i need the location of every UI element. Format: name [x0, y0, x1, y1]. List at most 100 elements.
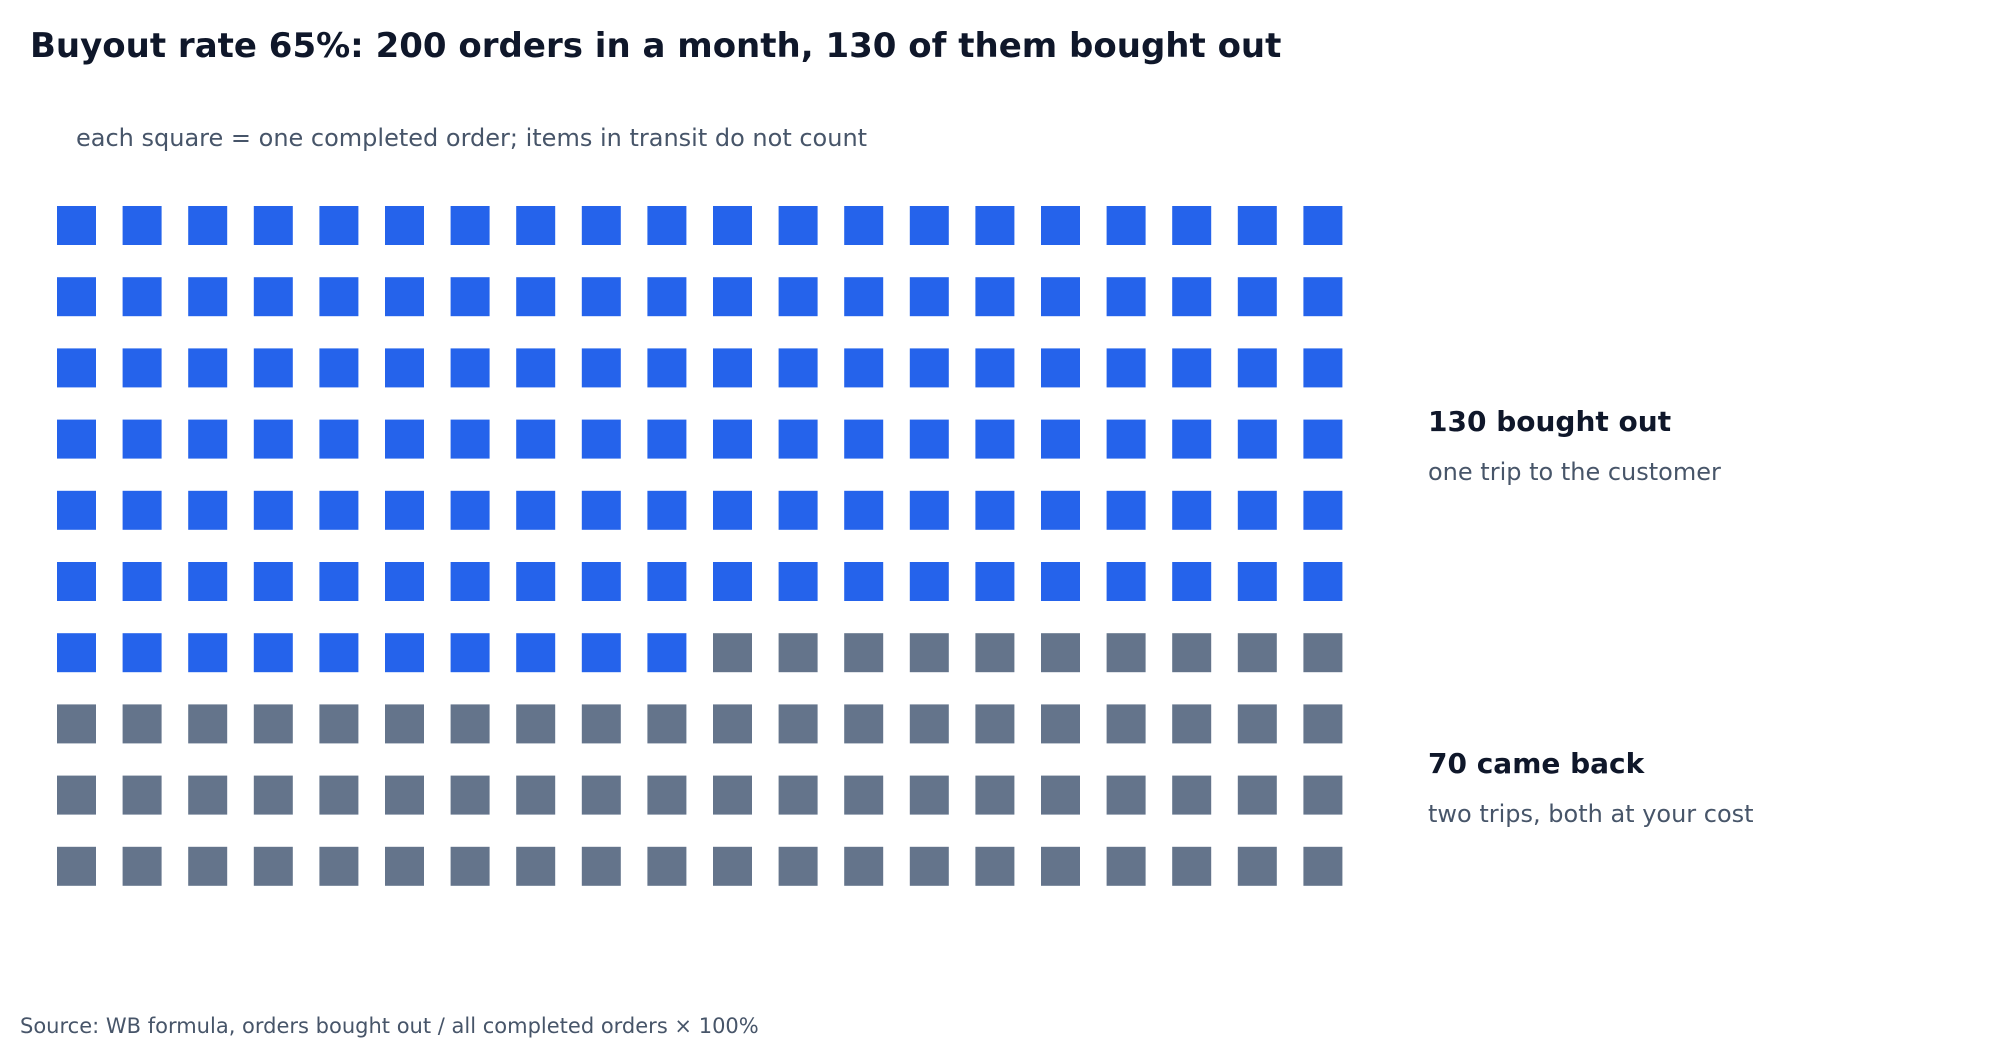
bought-out-square: [1041, 490, 1080, 530]
bought-out-square: [844, 419, 884, 459]
bought-out-square: [844, 206, 884, 245]
bought-out-square: [516, 206, 556, 245]
bought-out-square: [385, 419, 424, 459]
bought-out-square: [647, 562, 687, 601]
bought-out-square: [516, 490, 556, 530]
came-back-square: [385, 775, 424, 815]
bought-out-square: [581, 348, 621, 388]
bought-out-square: [909, 490, 949, 530]
bought-out-square: [385, 633, 424, 673]
bought-out-square: [975, 419, 1015, 459]
bought-out-square: [909, 419, 949, 459]
bought-out-square: [1041, 562, 1080, 601]
bought-out-square: [581, 419, 621, 459]
came-back-square: [844, 846, 884, 886]
bought-out-square: [778, 419, 818, 459]
came-back-square: [581, 704, 621, 744]
bought-out-square: [319, 490, 359, 530]
chart-source: Source: WB formula, orders bought out / …: [20, 1014, 759, 1038]
came-back-square: [1041, 846, 1080, 886]
bought-out-square: [253, 206, 293, 245]
came-back-square: [1041, 633, 1080, 673]
bought-out-square: [1106, 348, 1146, 388]
bought-out-label: 130 bought out: [1428, 405, 1671, 438]
came-back-square: [57, 775, 96, 815]
came-back-square: [778, 704, 818, 744]
bought-out-square: [1106, 206, 1146, 245]
bought-out-square: [319, 633, 359, 673]
bought-out-square: [778, 348, 818, 388]
bought-out-square: [713, 277, 752, 317]
bought-out-square: [1172, 277, 1212, 317]
bought-out-square: [450, 277, 490, 317]
bought-out-square: [778, 277, 818, 317]
bought-out-square: [57, 633, 96, 673]
came-back-square: [778, 775, 818, 815]
bought-out-square: [57, 490, 96, 530]
came-back-square: [253, 846, 293, 886]
came-back-square: [1237, 775, 1277, 815]
bought-out-square: [975, 206, 1015, 245]
bought-out-square: [319, 348, 359, 388]
bought-out-square: [253, 419, 293, 459]
bought-out-square: [778, 490, 818, 530]
came-back-note: two trips, both at your cost: [1428, 800, 1754, 828]
bought-out-square: [122, 490, 162, 530]
bought-out-square: [844, 277, 884, 317]
bought-out-square: [1237, 348, 1277, 388]
bought-out-square: [581, 562, 621, 601]
bought-out-square: [844, 562, 884, 601]
came-back-square: [713, 704, 752, 744]
came-back-square: [909, 775, 949, 815]
bought-out-square: [1303, 348, 1343, 388]
bought-out-square: [1106, 419, 1146, 459]
bought-out-square: [450, 633, 490, 673]
bought-out-square: [385, 490, 424, 530]
bought-out-square: [253, 633, 293, 673]
came-back-square: [713, 775, 752, 815]
came-back-square: [516, 846, 556, 886]
came-back-square: [975, 775, 1015, 815]
bought-out-square: [385, 348, 424, 388]
came-back-square: [1041, 704, 1080, 744]
bought-out-square: [713, 490, 752, 530]
bought-out-square: [450, 419, 490, 459]
came-back-square: [385, 704, 424, 744]
bought-out-square: [713, 348, 752, 388]
bought-out-square: [188, 419, 228, 459]
came-back-square: [844, 704, 884, 744]
came-back-square: [975, 846, 1015, 886]
bought-out-square: [450, 490, 490, 530]
came-back-square: [516, 775, 556, 815]
came-back-square: [1237, 846, 1277, 886]
bought-out-square: [319, 562, 359, 601]
bought-out-square: [188, 633, 228, 673]
came-back-square: [975, 633, 1015, 673]
bought-out-square: [1303, 562, 1343, 601]
bought-out-square: [1172, 206, 1212, 245]
came-back-square: [1106, 846, 1146, 886]
came-back-square: [1172, 775, 1212, 815]
bought-out-square: [1172, 348, 1212, 388]
bought-out-square: [909, 562, 949, 601]
came-back-square: [844, 633, 884, 673]
bought-out-square: [450, 348, 490, 388]
bought-out-square: [778, 206, 818, 245]
bought-out-square: [1172, 419, 1212, 459]
came-back-square: [1303, 846, 1343, 886]
bought-out-square: [57, 562, 96, 601]
came-back-square: [778, 633, 818, 673]
came-back-square: [975, 704, 1015, 744]
waffle-grid: [57, 206, 1343, 886]
came-back-square: [450, 704, 490, 744]
bought-out-square: [253, 562, 293, 601]
bought-out-square: [122, 562, 162, 601]
bought-out-square: [1172, 562, 1212, 601]
came-back-square: [253, 704, 293, 744]
came-back-square: [581, 846, 621, 886]
came-back-square: [188, 775, 228, 815]
bought-out-square: [319, 419, 359, 459]
came-back-square: [450, 775, 490, 815]
came-back-square: [319, 846, 359, 886]
